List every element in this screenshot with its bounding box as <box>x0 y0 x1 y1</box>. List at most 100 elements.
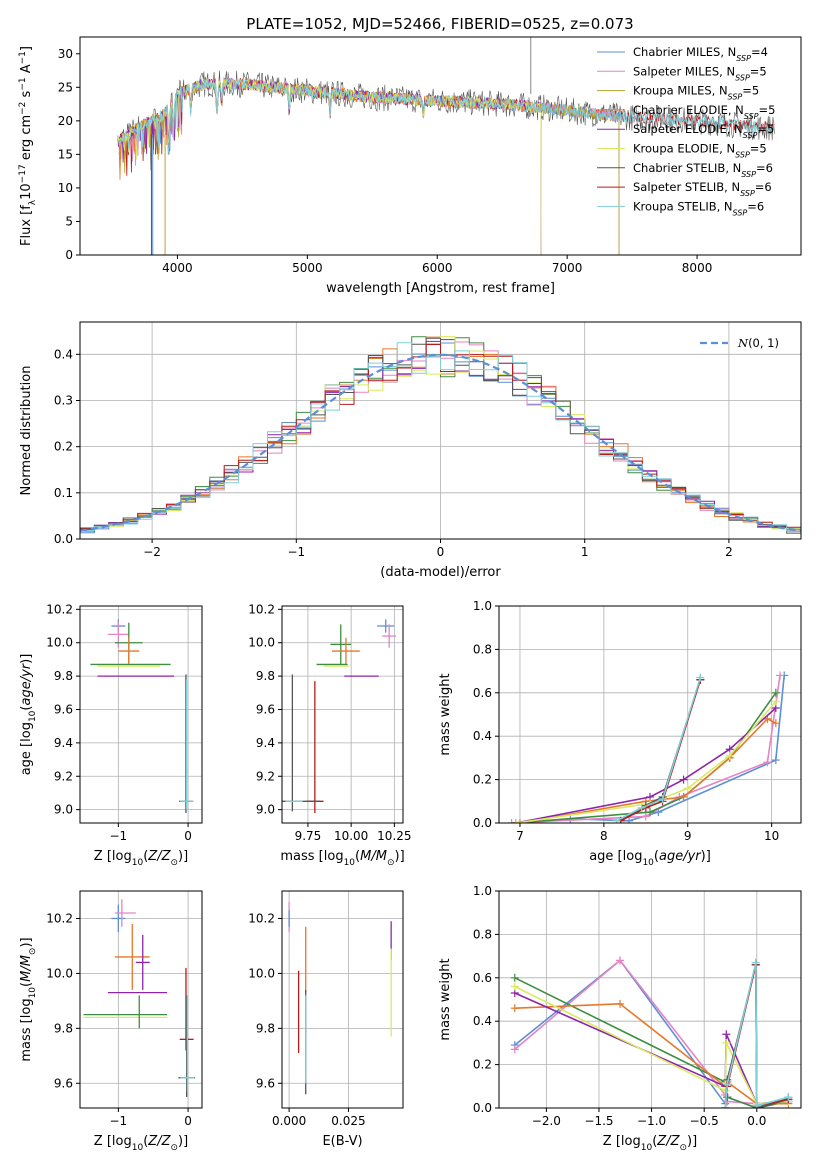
plot-area <box>117 37 775 255</box>
panel-weight-vs-Z: −2.0 −1.5 −1.0 −0.5 0.0 0.0 0.2 0.4 0.6 0.8 1.0 Z [… <box>438 884 802 1153</box>
axes-frame <box>498 890 802 1109</box>
y-tick-label: 9.6 <box>256 1076 275 1090</box>
y-tick-label: 10.0 <box>46 966 73 980</box>
y-tick-label: 0.4 <box>473 1014 492 1028</box>
weight-point <box>515 819 524 823</box>
y-axis-label: mass weight <box>438 673 453 755</box>
error-bar <box>382 624 397 648</box>
y-axis-label: age [log10(age/yr)] <box>19 654 38 776</box>
axes-frame <box>79 605 203 824</box>
x-axis-label: Z [log10(Z/Z⊙)] <box>603 1134 697 1153</box>
y-tick-label: 0.8 <box>473 927 492 941</box>
x-tick-label: −1 <box>287 545 305 559</box>
weight-point <box>510 1045 519 1054</box>
y-tick-label: 10.2 <box>248 602 275 616</box>
legend-entry: Salpeter MILES, NSSP=5 <box>633 64 767 82</box>
weight-point <box>771 756 780 765</box>
y-tick-label: 9.4 <box>256 736 275 750</box>
y-tick-label: 9.8 <box>54 669 73 683</box>
x-tick-label: −2.0 <box>532 1114 561 1128</box>
y-tick-label: 9.6 <box>54 702 73 716</box>
weight-point <box>752 1101 761 1108</box>
legend-entry: Kroupa MILES, NSSP=5 <box>633 84 759 102</box>
axes-frame <box>79 36 802 256</box>
weight-point <box>721 1104 730 1108</box>
x-tick-label: 0.0 <box>747 1114 766 1128</box>
axes-frame <box>281 890 404 1109</box>
weight-series <box>616 675 705 823</box>
x-axis-label: (data-model)/error <box>380 565 501 580</box>
y-tick-label: 10 <box>58 181 73 195</box>
plot-area <box>510 956 793 1108</box>
y-tick-label: 0 <box>65 248 73 262</box>
x-tick-label: 10.25 <box>377 829 411 843</box>
x-tick-label: 0 <box>184 829 192 843</box>
error-bar <box>135 934 150 990</box>
x-tick-label: 2 <box>725 545 733 559</box>
weight-point <box>679 792 688 801</box>
y-tick-label: 1.0 <box>473 599 492 613</box>
x-tick-label: 8000 <box>682 261 713 275</box>
x-axis-label: mass [log10(M/M⊙)] <box>280 849 404 868</box>
y-tick-label: 25 <box>58 80 73 94</box>
y-tick-label: 0.0 <box>54 532 73 546</box>
x-tick-label: 0.025 <box>331 1114 365 1128</box>
y-tick-label: 10.0 <box>248 636 275 650</box>
y-axis-label: mass weight <box>438 958 453 1040</box>
error-bar <box>178 995 196 1098</box>
weight-point <box>696 673 705 682</box>
y-tick-label: 0.8 <box>473 642 492 656</box>
weight-point <box>784 1093 793 1102</box>
y-tick-label: 20 <box>58 114 73 128</box>
y-tick-label: 9.8 <box>256 1021 275 1035</box>
legend-entry: Kroupa STELIB, NSSP=6 <box>633 199 764 217</box>
weight-point <box>616 999 625 1008</box>
weight-point <box>510 982 519 991</box>
y-tick-label: 0.6 <box>473 971 492 985</box>
y-axis-label: Flux [fλ10−17 erg cm−2 s−1 A−1] <box>18 46 38 246</box>
y-tick-label: 1.0 <box>473 884 492 898</box>
y-tick-label: 5 <box>65 214 73 228</box>
x-tick-label: 6000 <box>422 261 453 275</box>
legend-entry: Chabrier STELIB, NSSP=6 <box>633 161 773 179</box>
weight-point <box>511 819 520 823</box>
plot-area <box>282 619 397 813</box>
legend: N(0, 1) <box>700 336 779 350</box>
weight-point <box>510 1004 519 1013</box>
weight-point <box>616 956 625 965</box>
weight-point <box>723 1080 732 1089</box>
axes-frame <box>79 890 203 1109</box>
x-tick-label: 9 <box>684 829 692 843</box>
panel-mass-vs-EBV: 0.000 0.025 9.6 9.8 10.0 10.2 E(B-V) <box>248 890 404 1149</box>
y-tick-label: 0.0 <box>473 1101 492 1115</box>
weight-point <box>510 973 519 982</box>
y-tick-label: 9.8 <box>54 1021 73 1035</box>
weight-point <box>612 816 621 823</box>
legend-entry: N(0, 1) <box>737 336 779 350</box>
plot-area <box>80 336 801 534</box>
legend-entry: Kroupa ELODIE, NSSP=5 <box>633 142 767 160</box>
y-tick-label: 0.0 <box>473 816 492 830</box>
error-bar <box>332 637 360 665</box>
panel-spectrum: 4000 5000 6000 7000 8000 0 5 10 15 20 25 30 waveleng… <box>18 36 802 296</box>
weight-point <box>679 775 688 784</box>
x-axis-label: age [log10(age/yr)] <box>589 849 711 868</box>
y-tick-label: 10.0 <box>248 966 275 980</box>
plot-area <box>507 671 789 823</box>
y-tick-label: 9.2 <box>54 769 73 783</box>
y-tick-label: 30 <box>58 47 73 61</box>
weight-point <box>646 808 654 817</box>
y-tick-label: 0.3 <box>54 393 73 407</box>
error-bar <box>178 674 193 813</box>
x-tick-label: 7000 <box>552 261 583 275</box>
error-bar <box>107 621 129 648</box>
x-tick-label: 10.00 <box>334 829 368 843</box>
weight-point <box>625 816 634 823</box>
spectrum-line <box>117 77 620 255</box>
x-axis-label: Z [log10(Z/Z⊙)] <box>94 849 188 868</box>
x-tick-label: 4000 <box>162 261 193 275</box>
weight-point <box>771 688 780 697</box>
y-tick-label: 10.2 <box>248 911 275 925</box>
weight-point <box>776 671 785 680</box>
